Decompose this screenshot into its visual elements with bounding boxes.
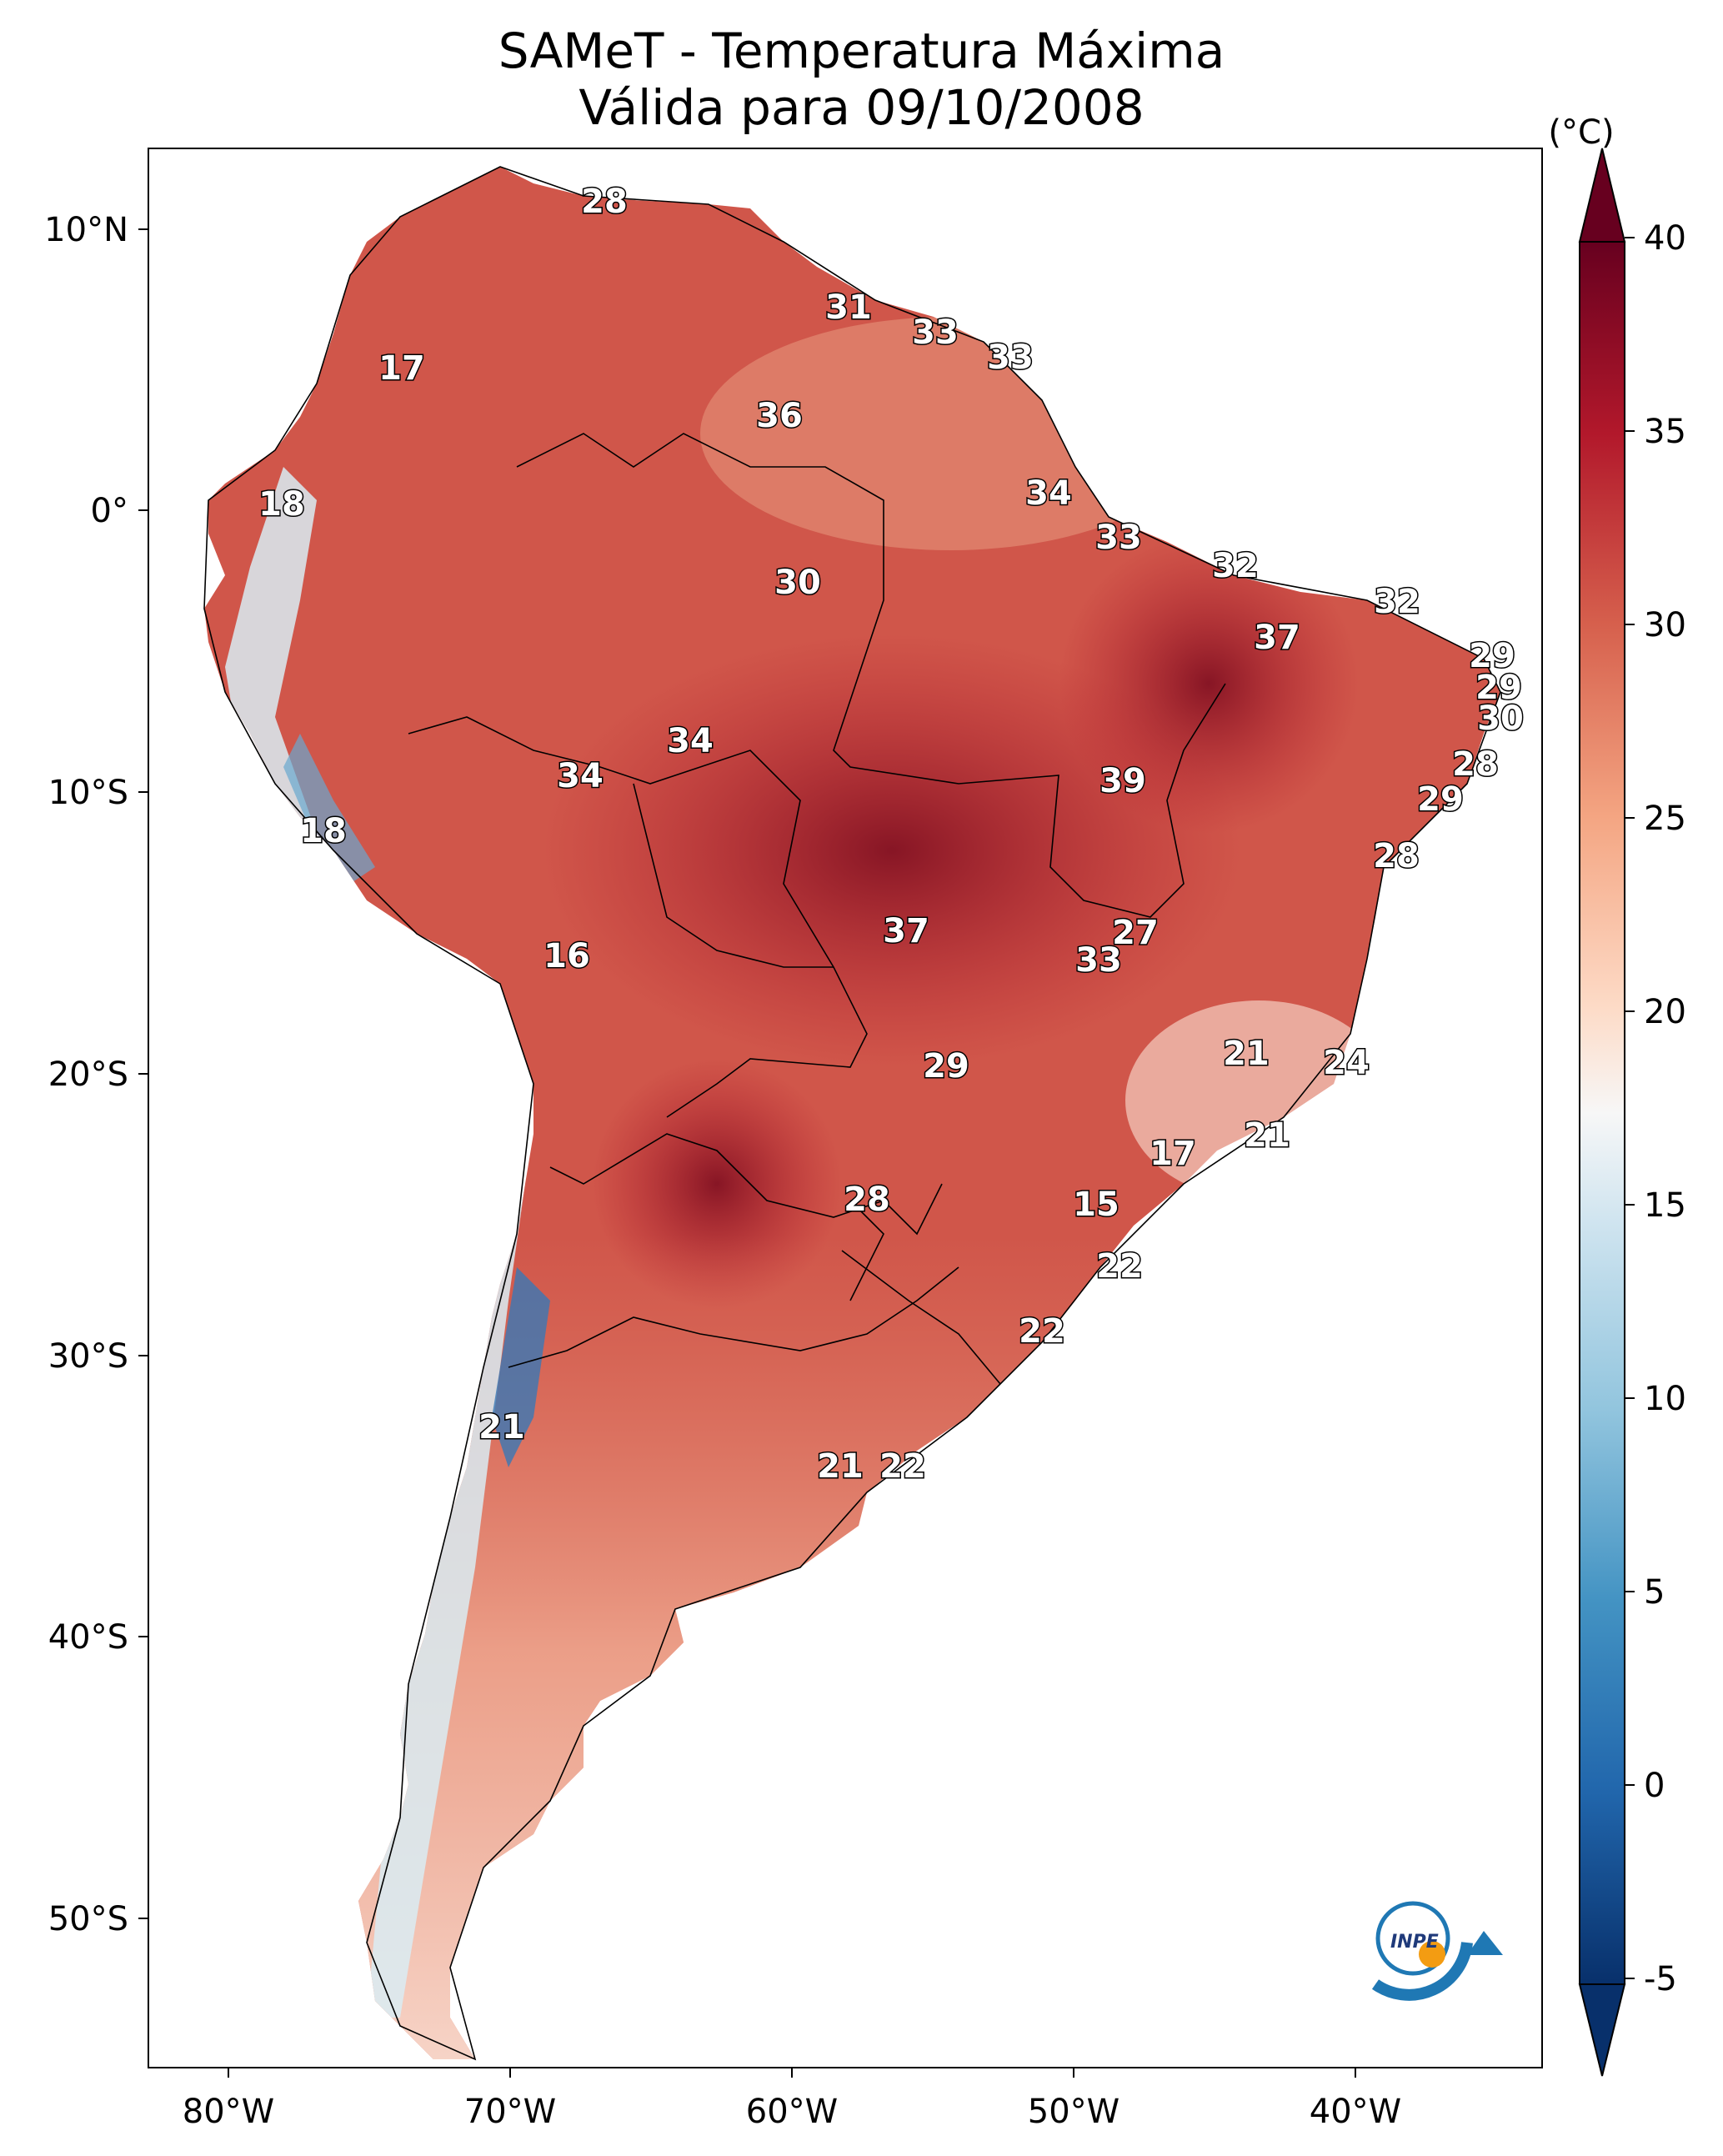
temperature-label: 34 [1025,474,1072,513]
temperature-label: 28 [581,183,628,221]
temperature-label: 31 [825,288,872,327]
temperature-label: 32 [1212,547,1259,585]
x-tick-label: 70°W [464,2093,556,2131]
temperature-label: 37 [1254,619,1300,657]
colorbar: (°C) 40 35 30 25 20 15 10 5 0 -5 [1548,113,1686,2077]
temperature-label: 37 [883,912,929,950]
andes-cold-core [492,1267,550,1467]
temperature-label: 34 [557,757,604,795]
temperature-label: 33 [912,313,959,352]
temperature-label: 29 [923,1047,969,1086]
temperature-label: 18 [300,812,347,850]
temperature-label: 29 [1469,637,1515,675]
temperature-label: 29 [1475,669,1522,707]
y-tick-label: 20°S [48,1055,128,1094]
temperature-label: 30 [1477,699,1524,738]
temperature-label: 17 [378,349,425,388]
temperature-label: 32 [1374,583,1420,621]
inpe-logo: INPE [1371,1901,1503,2001]
temperature-label: 21 [1244,1116,1290,1155]
temperature-label: 21 [478,1408,525,1447]
temperature-label: 34 [667,722,714,760]
colorbar-unit: (°C) [1548,113,1614,152]
x-tick-label: 80°W [183,2093,274,2131]
y-tick-label: 10°N [44,211,128,249]
colorbar-lower-extension [1578,1983,1626,2077]
temperature-label: 33 [1075,941,1122,980]
y-tick-label: 10°S [48,774,128,812]
hot-core-northeast [1059,534,1359,834]
y-tick-label: 0° [91,492,128,530]
temperature-label: 17 [1150,1135,1196,1173]
temperature-label: 21 [817,1447,864,1486]
temperature-label: 22 [1019,1312,1065,1351]
temperature-label: 29 [1417,780,1464,819]
colorbar-tick-label: 30 [1644,606,1686,644]
temperature-label: 33 [1095,519,1142,557]
colorbar-tick-label: 5 [1644,1573,1665,1612]
temperature-label: 28 [844,1181,890,1219]
map-title: SAMeT - Temperatura Máxima [498,23,1225,79]
colorbar-tick-label: 0 [1644,1767,1665,1805]
temperature-label: 22 [1096,1247,1143,1286]
temperature-label: 15 [1073,1186,1119,1224]
map-subtitle: Válida para 09/10/2008 [579,79,1144,136]
temperature-label: 21 [1223,1035,1270,1073]
temperature-label: 33 [987,338,1034,377]
country-borders [203,166,1501,2061]
temperature-label: 24 [1323,1044,1370,1082]
temperature-label: 39 [1099,762,1146,800]
colorbar-body [1579,241,1625,1985]
temperature-label: 18 [258,485,305,524]
temperature-label: 27 [1112,914,1159,952]
temperature-label: 30 [774,564,821,602]
x-tick-label: 50°W [1028,2093,1119,2131]
y-tick-label: 40°S [48,1618,128,1657]
x-tick-labels: 80°W 70°W 60°W 50°W 40°W [183,2093,1401,2131]
temperature-label: 16 [543,937,590,975]
y-tick-label: 50°S [48,1900,128,1938]
colorbar-tick-label: 20 [1644,993,1686,1031]
colorbar-tick-label: -5 [1644,1960,1677,1998]
temperature-label: 22 [879,1447,926,1486]
colorbar-tick-label: 35 [1644,413,1686,451]
temperature-label: 28 [1373,837,1420,875]
colorbar-tick-label: 15 [1644,1186,1686,1225]
x-tick-label: 40°W [1310,2093,1401,2131]
temperature-label: 28 [1452,745,1499,784]
temperature-label: 36 [756,397,803,435]
colorbar-tick-label: 25 [1644,800,1686,838]
x-tick-label: 60°W [746,2093,838,2131]
colorbar-tick-label: 10 [1644,1380,1686,1418]
y-tick-labels: 10°N 0° 10°S 20°S 30°S 40°S 50°S [44,211,128,1938]
peru-cold-area [283,734,375,884]
colorbar-upper-extension [1578,148,1626,243]
logo-text: INPE [1390,1932,1439,1953]
y-tick-label: 30°S [48,1337,128,1376]
hot-core-center [542,634,1242,1067]
colorbar-tick-label: 40 [1644,219,1686,258]
axis-ticks [138,228,1356,2078]
